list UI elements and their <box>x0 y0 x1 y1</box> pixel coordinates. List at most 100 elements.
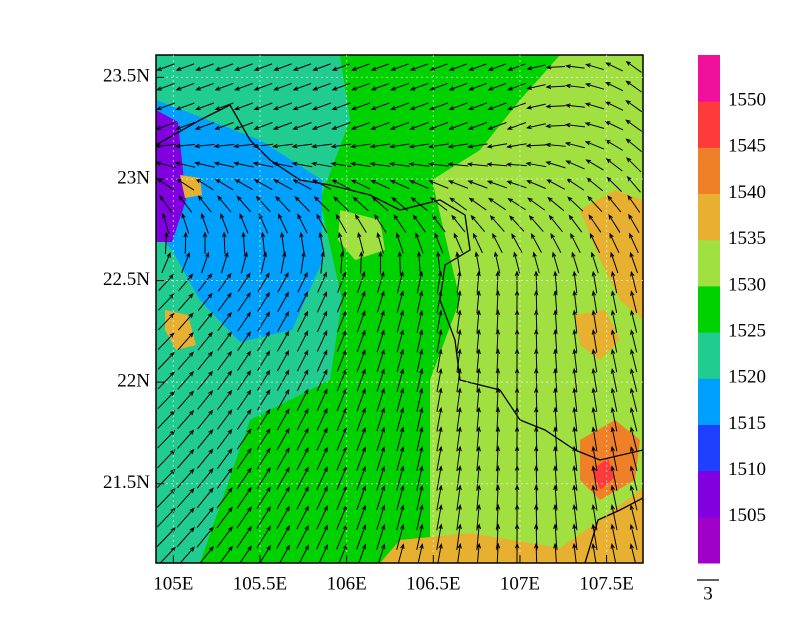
wind-arrow <box>233 143 254 149</box>
wind-arrow <box>376 504 386 531</box>
wind-arrow <box>236 447 252 470</box>
wind-arrow <box>356 426 366 451</box>
wind-arrow <box>395 232 404 254</box>
wind-arrow <box>436 406 443 432</box>
wind-arrow <box>358 543 367 563</box>
wind-arrow <box>495 426 501 452</box>
wind-arrow <box>476 523 482 551</box>
wind-arrow <box>217 311 232 332</box>
wind-arrow <box>277 291 289 312</box>
wind-arrow <box>427 162 449 167</box>
wind-arrow <box>416 523 424 551</box>
wind-arrow <box>196 448 214 469</box>
wind-arrow <box>376 348 385 373</box>
wind-arrow <box>416 270 424 294</box>
wind-arrow <box>456 426 462 452</box>
wind-arrow <box>416 348 424 373</box>
wind-arrow <box>550 232 562 253</box>
wind-arrow <box>157 332 175 350</box>
wind-arrow <box>291 143 313 149</box>
wind-arrow <box>311 102 332 111</box>
wind-arrow <box>456 465 462 491</box>
wind-arrow <box>291 161 313 168</box>
wind-arrow <box>428 122 449 130</box>
plot-frame <box>155 54 644 564</box>
wind-arrow <box>507 63 526 71</box>
colorbar-box <box>698 147 720 195</box>
wind-arrow <box>625 60 642 73</box>
wind-arrow <box>456 290 462 314</box>
wind-arrow <box>256 428 271 450</box>
wind-arrow <box>629 426 638 452</box>
wind-arrow <box>629 445 638 471</box>
wind-arrow <box>610 309 618 333</box>
wind-arrow <box>158 293 175 311</box>
wind-arrow <box>448 63 468 71</box>
wind-arrow <box>350 143 371 149</box>
wind-arrow <box>181 212 190 234</box>
wind-arrow <box>316 349 328 372</box>
wind-arrow <box>467 180 488 189</box>
wind-arrow <box>292 122 312 130</box>
wind-arrow <box>276 427 290 451</box>
wind-arrow <box>370 179 390 190</box>
wind-arrow <box>456 503 462 531</box>
wind-arrow <box>278 213 288 234</box>
wind-arrow <box>448 82 468 91</box>
wind-arrow <box>258 213 269 234</box>
wind-arrow <box>564 141 586 149</box>
wind-arrow <box>486 143 508 149</box>
wind-arrow <box>318 231 325 254</box>
wind-arrow <box>572 328 578 353</box>
wind-arrow <box>277 271 289 293</box>
wind-arrow <box>476 542 482 563</box>
wind-arrow <box>179 546 195 563</box>
wind-arrow <box>525 161 547 168</box>
wind-arrow <box>317 271 327 293</box>
wind-arrow <box>216 467 233 489</box>
wind-arrow <box>591 290 598 314</box>
wind-arrow <box>447 180 469 189</box>
wind-arrow <box>233 161 254 168</box>
wind-arrow <box>467 122 488 130</box>
wind-arrow <box>335 213 348 234</box>
wind-arrow <box>196 506 214 528</box>
wind-arrow <box>476 465 481 491</box>
wind-arrow <box>252 161 274 168</box>
wind-arrow <box>217 370 233 391</box>
wind-arrow <box>194 102 215 111</box>
wind-arrow <box>197 195 212 213</box>
wind-arrow <box>534 367 539 393</box>
wind-arrow <box>526 64 546 71</box>
wind-arrow <box>256 467 271 490</box>
wind-arrow <box>214 82 234 91</box>
wind-arrow <box>434 232 444 254</box>
wind-arrow <box>236 525 252 549</box>
wind-arrow <box>610 504 618 531</box>
wind-arrow <box>233 122 254 130</box>
wind-arrow <box>234 63 253 71</box>
wind-arrow <box>350 102 371 111</box>
wind-arrow <box>292 82 312 91</box>
wind-arrow <box>296 349 309 372</box>
wind-arrow <box>311 179 332 190</box>
wind-arrow <box>591 406 598 432</box>
wind-arrow <box>476 328 481 353</box>
wind-arrow <box>591 329 598 353</box>
wind-arrow <box>428 143 449 149</box>
colorbar-box <box>698 470 720 518</box>
wind-arrow <box>416 504 424 531</box>
wind-arrow <box>276 505 290 530</box>
wind-arrow <box>156 82 175 91</box>
wind-arrow <box>277 330 290 352</box>
contour-region <box>165 310 196 350</box>
colorbar: 1505 1510 1515 1520 1525 1530 1535 1540 1545 1550 <box>698 55 766 564</box>
wind-arrow <box>177 351 194 370</box>
y-tick-label: 22N <box>117 371 150 392</box>
wind-arrow <box>553 484 558 511</box>
wind-arrow <box>279 231 285 254</box>
wind-arrow <box>236 467 252 490</box>
wind-arrow <box>507 197 526 211</box>
wind-arrow <box>589 232 601 254</box>
wind-arrow <box>234 82 253 91</box>
